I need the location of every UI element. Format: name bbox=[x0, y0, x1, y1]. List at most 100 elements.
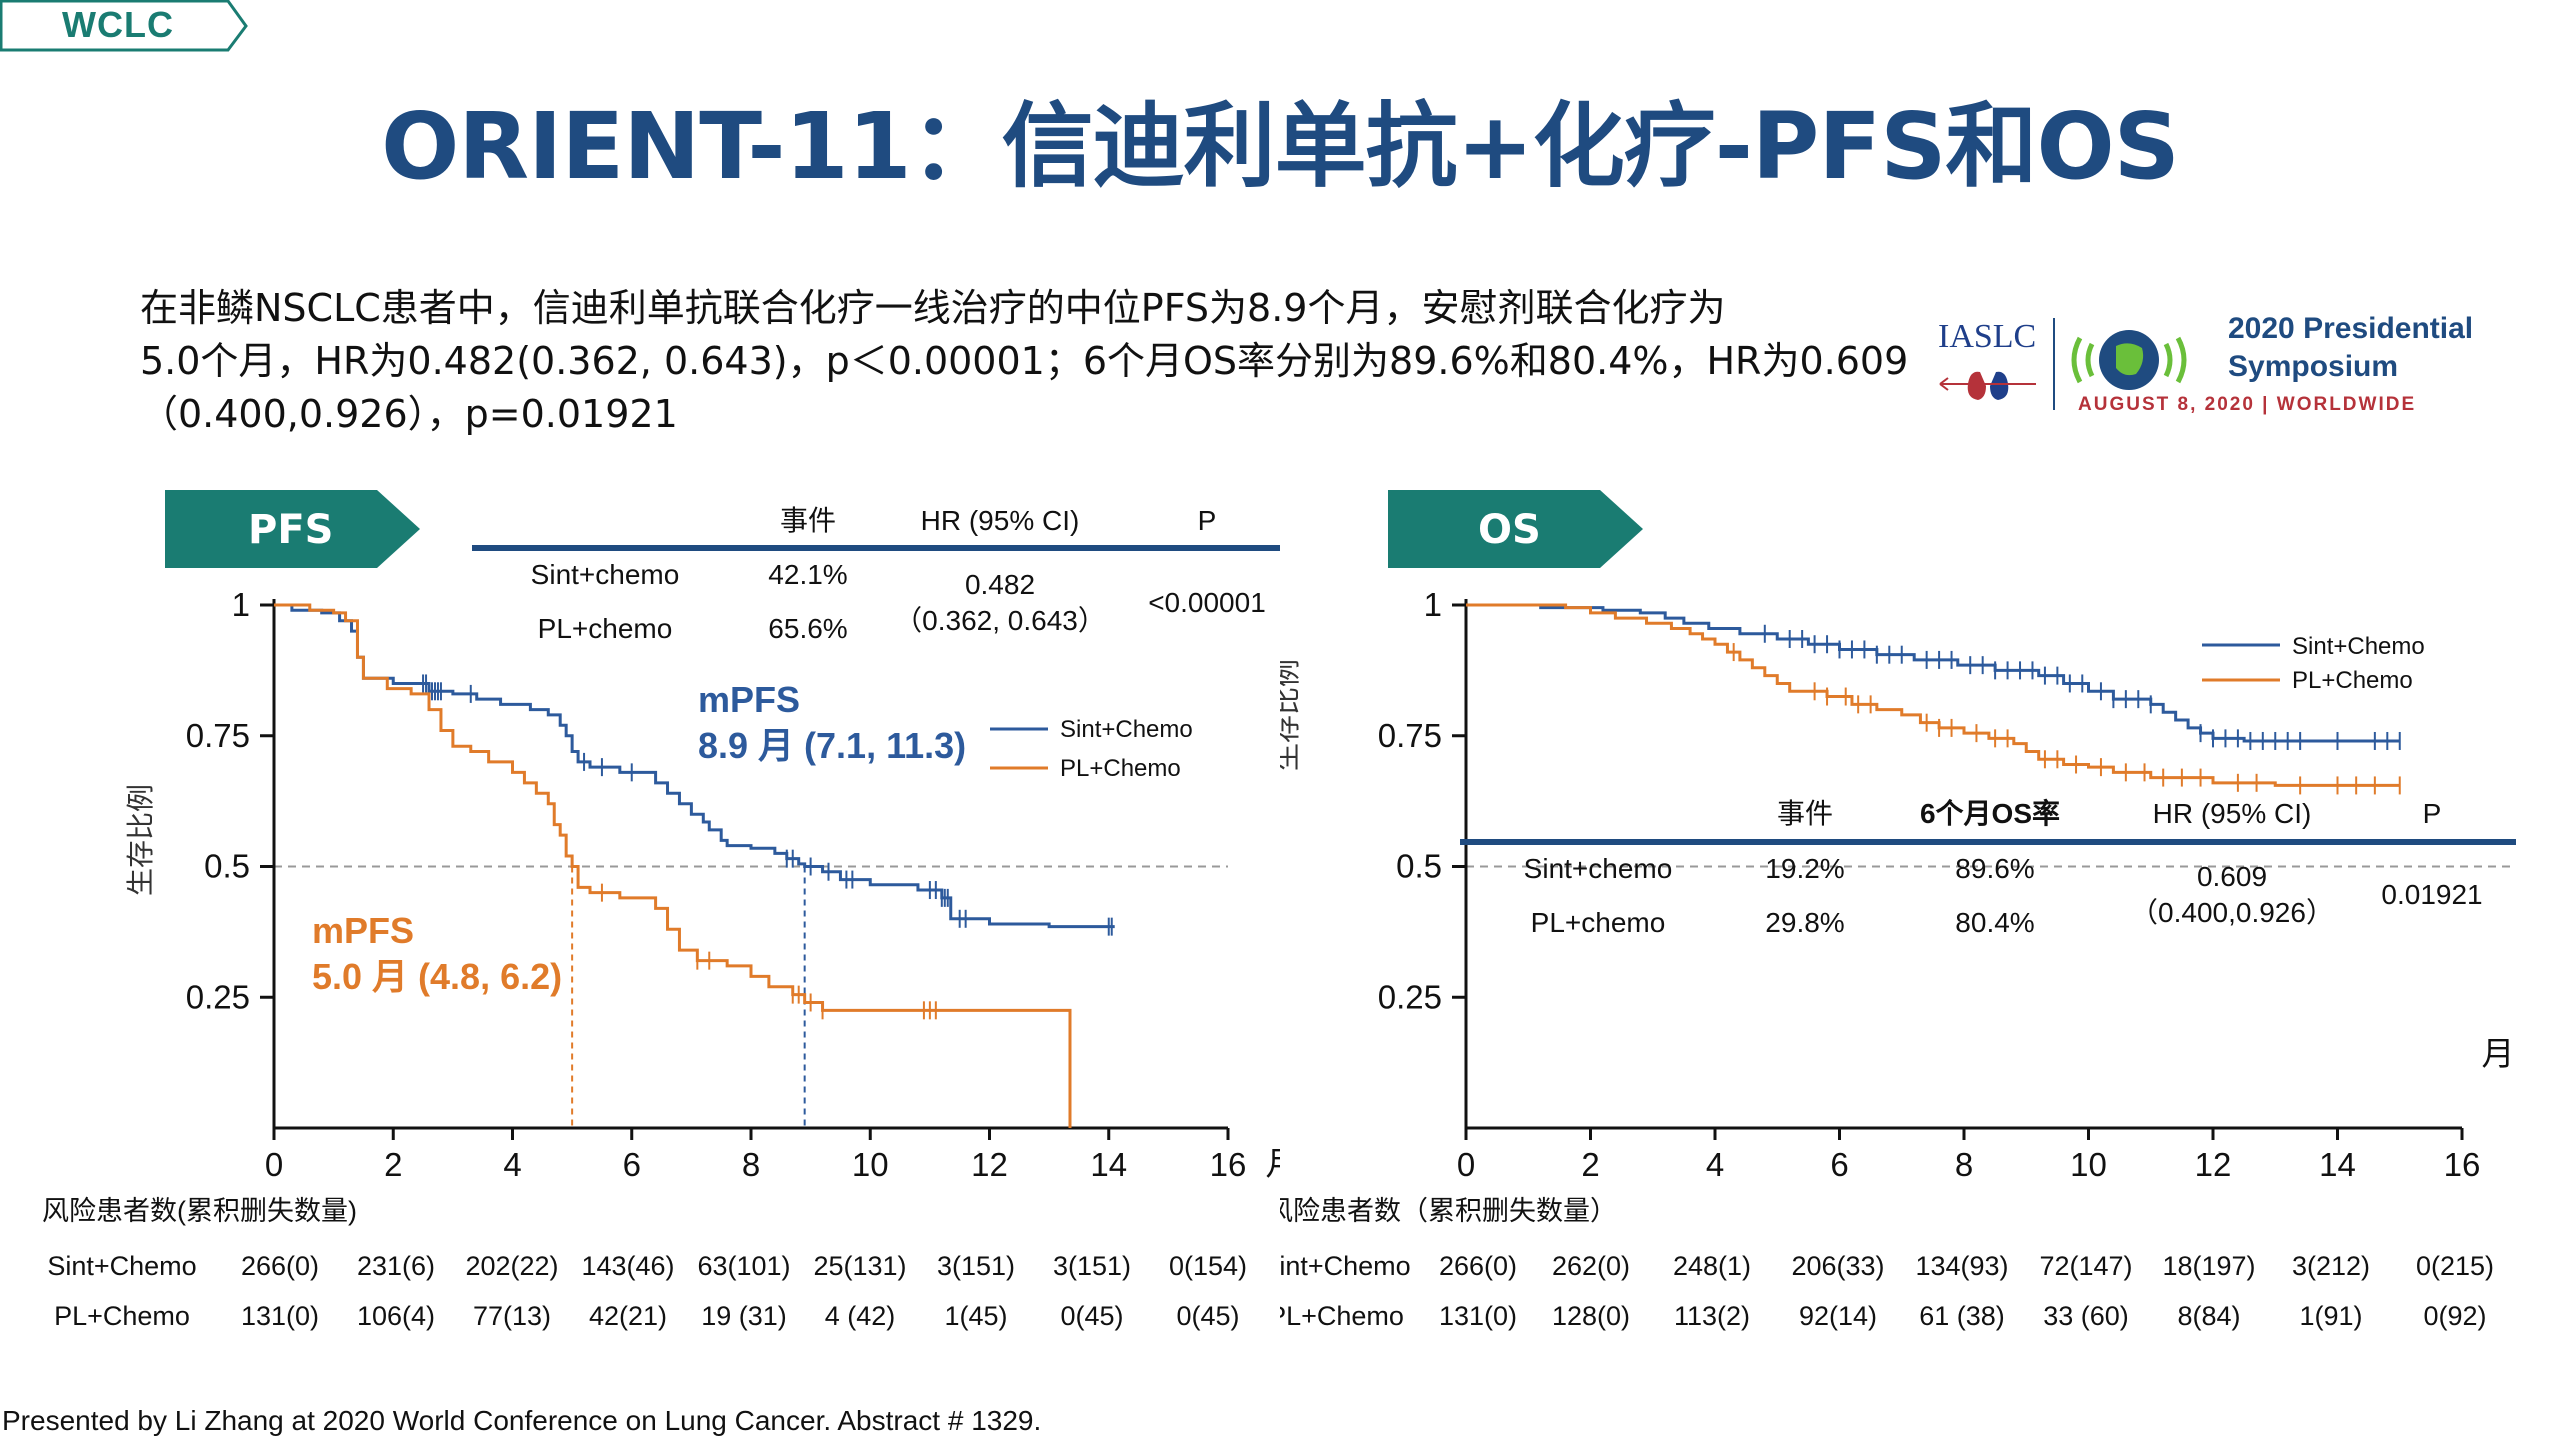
symposium-logo bbox=[1939, 318, 2187, 410]
os-risk-cell-pl: 128(0) bbox=[1552, 1301, 1630, 1331]
os-risk-cell-sint: 0(215) bbox=[2416, 1251, 2494, 1281]
pfs-panel-label: PFS bbox=[248, 507, 334, 553]
os-table-os6-pl: 80.4% bbox=[1955, 907, 2034, 938]
os-table-header-hr: HR (95% CI) bbox=[2153, 798, 2312, 829]
pfs-x-tick-label: 12 bbox=[971, 1146, 1008, 1183]
pfs-risk-cell-pl: 0(45) bbox=[1176, 1301, 1239, 1331]
os-risk-cell-pl: 8(84) bbox=[2177, 1301, 2240, 1331]
summary-line-1: 在非鳞NSCLC患者中，信迪利单抗联合化疗一线治疗的中位PFS为8.9个月，安慰… bbox=[140, 286, 1726, 330]
os-table-header-p: P bbox=[2423, 798, 2442, 829]
pfs-chevron bbox=[165, 490, 420, 568]
pfs-risk-cell-sint: 266(0) bbox=[241, 1251, 319, 1281]
pfs-table-events-sint: 42.1% bbox=[768, 559, 847, 590]
pfs-table-header-p: P bbox=[1198, 505, 1217, 536]
pfs-table-hr: 0.482 bbox=[965, 569, 1035, 600]
pfs-risk-table: 风险患者数(累积删失数量) Sint+Chemo PL+Chemo 266(0)… bbox=[42, 1196, 1247, 1331]
os-risk-cell-pl: 131(0) bbox=[1439, 1301, 1517, 1331]
os-y-tick-label: 0.25 bbox=[1378, 978, 1442, 1015]
footer-citation: Presented by Li Zhang at 2020 World Conf… bbox=[2, 1405, 1042, 1436]
pfs-table-p: <0.00001 bbox=[1148, 587, 1266, 618]
os-risk-cell-sint: 266(0) bbox=[1439, 1251, 1517, 1281]
os-y-tick-label: 0.75 bbox=[1378, 717, 1442, 754]
os-x-unit-label: 月 bbox=[2482, 1035, 2515, 1072]
pfs-y-tick-label: 0.5 bbox=[204, 848, 250, 885]
pfs-sint-median-title: mPFS bbox=[698, 679, 800, 720]
pfs-legend-pl: PL+Chemo bbox=[1060, 755, 1181, 782]
pfs-risk-cell-pl: 0(45) bbox=[1060, 1301, 1123, 1331]
os-x-tick-label: 4 bbox=[1706, 1146, 1724, 1183]
wclc-tag: WCLC bbox=[62, 4, 174, 45]
iaslc-logo-text: IASLC bbox=[1938, 318, 2037, 355]
os-table-header-events: 事件 bbox=[1777, 798, 1833, 829]
os-risk-cell-sint: 134(93) bbox=[1915, 1251, 2008, 1281]
pfs-pl-median-title: mPFS bbox=[312, 910, 414, 951]
os-risk-title: 风险患者数（累积删失数量） bbox=[1280, 1196, 1617, 1226]
os-x-tick-label: 12 bbox=[2195, 1146, 2232, 1183]
pfs-y-tick-label: 1 bbox=[232, 586, 250, 623]
os-risk-cell-pl: 92(14) bbox=[1799, 1301, 1877, 1331]
pfs-x-tick-label: 14 bbox=[1090, 1146, 1127, 1183]
pfs-hr-table: 事件 HR (95% CI) P Sint+chemo 42.1% PL+che… bbox=[472, 505, 1280, 644]
symposium-title-line1: 2020 Presidential bbox=[2228, 312, 2474, 345]
lung-icon bbox=[1939, 371, 2036, 400]
os-table-os6-sint: 89.6% bbox=[1955, 853, 2034, 884]
os-x-tick-label: 14 bbox=[2319, 1146, 2356, 1183]
os-y-axis-label: 生存比例 bbox=[1280, 659, 1302, 771]
os-table-events-pl: 29.8% bbox=[1765, 907, 1844, 938]
os-risk-cell-sint: 3(212) bbox=[2292, 1251, 2370, 1281]
pfs-x-unit-label: 月 bbox=[1266, 1145, 1281, 1182]
pfs-y-tick-label: 0.75 bbox=[186, 717, 250, 754]
pfs-risk-cell-pl: 131(0) bbox=[241, 1301, 319, 1331]
os-x-tick-label: 10 bbox=[2070, 1146, 2107, 1183]
pfs-pl-median-value: 5.0 月 (4.8, 6.2) bbox=[312, 956, 562, 997]
pfs-x-tick-label: 0 bbox=[265, 1146, 283, 1183]
os-table-events-sint: 19.2% bbox=[1765, 853, 1844, 884]
pfs-risk-arm-sint: Sint+Chemo bbox=[47, 1251, 196, 1281]
pfs-x-tick-label: 2 bbox=[384, 1146, 402, 1183]
slide-title: ORIENT-11：信迪利单抗+化疗-PFS和OS bbox=[381, 93, 2180, 200]
os-risk-cell-pl: 1(91) bbox=[2299, 1301, 2362, 1331]
os-risk-cell-pl: 33 (60) bbox=[2043, 1301, 2129, 1331]
os-risk-table: 风险患者数（累积删失数量） Sint+Chemo PL+Chemo 266(0)… bbox=[1280, 1196, 2494, 1331]
os-chart: 生存比例 0 2 4 6 8 10 12 14 16 月 1 0.75 0.5 0.25 Sint+Che… bbox=[1280, 586, 2516, 1331]
summary-text: 在非鳞NSCLC患者中，信迪利单抗联合化疗一线治疗的中位PFS为8.9个月，安慰… bbox=[140, 282, 1908, 441]
pfs-table-arm-sint: Sint+chemo bbox=[531, 559, 680, 590]
pfs-risk-arm-pl: PL+Chemo bbox=[54, 1301, 190, 1331]
summary-line-3: （0.400,0.926），p=0.01921 bbox=[140, 392, 678, 436]
pfs-risk-cell-sint: 0(154) bbox=[1169, 1251, 1247, 1281]
os-risk-cell-pl: 113(2) bbox=[1674, 1301, 1750, 1331]
pfs-x-tick-label: 10 bbox=[852, 1146, 889, 1183]
pfs-y-tick-label: 0.25 bbox=[186, 978, 250, 1015]
symposium-title-line2: Symposium bbox=[2228, 350, 2399, 383]
pfs-risk-cell-pl: 106(4) bbox=[357, 1301, 435, 1331]
os-legend-sint: Sint+Chemo bbox=[2292, 633, 2425, 660]
pfs-risk-cell-sint: 3(151) bbox=[937, 1251, 1015, 1281]
pfs-x-tick-label: 16 bbox=[1210, 1146, 1247, 1183]
pfs-curve-sint bbox=[274, 603, 1115, 929]
os-panel-label: OS bbox=[1478, 507, 1541, 553]
pfs-risk-cell-pl: 19 (31) bbox=[701, 1301, 787, 1331]
os-table-p: 0.01921 bbox=[2381, 879, 2482, 910]
os-legend: Sint+Chemo PL+Chemo bbox=[2202, 633, 2425, 694]
wclc-tag-shape bbox=[0, 0, 248, 52]
pfs-curve-pl bbox=[274, 603, 1072, 1128]
pfs-risk-cell-sint: 25(131) bbox=[813, 1251, 906, 1281]
pfs-table-arm-pl: PL+chemo bbox=[538, 613, 673, 644]
pfs-risk-cell-pl: 4 (42) bbox=[825, 1301, 896, 1331]
pfs-risk-cell-sint: 202(22) bbox=[465, 1251, 558, 1281]
pfs-risk-cell-pl: 42(21) bbox=[589, 1301, 667, 1331]
os-risk-cell-sint: 206(33) bbox=[1791, 1251, 1884, 1281]
pfs-sint-median-value: 8.9 月 (7.1, 11.3) bbox=[698, 725, 966, 766]
os-curve-pl bbox=[1466, 603, 2400, 787]
symposium-date: AUGUST 8, 2020 | WORLDWIDE bbox=[2078, 394, 2417, 415]
os-chevron bbox=[1388, 490, 1643, 568]
pfs-chart: 事件 HR (95% CI) P Sint+chemo 42.1% PL+che… bbox=[42, 505, 1281, 1331]
os-x-tick-label: 8 bbox=[1955, 1146, 1973, 1183]
os-risk-arm-pl: PL+Chemo bbox=[1280, 1301, 1404, 1331]
pfs-x-tick-label: 6 bbox=[623, 1146, 641, 1183]
os-x-tick-label: 16 bbox=[2444, 1146, 2481, 1183]
os-x-tick-label: 2 bbox=[1581, 1146, 1599, 1183]
os-table-arm-pl: PL+chemo bbox=[1531, 907, 1666, 938]
pfs-legend: Sint+Chemo PL+Chemo bbox=[990, 716, 1193, 782]
pfs-risk-cell-pl: 77(13) bbox=[473, 1301, 551, 1331]
